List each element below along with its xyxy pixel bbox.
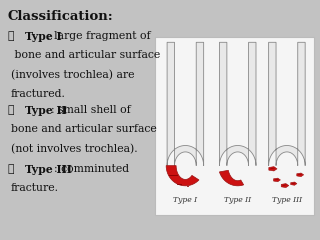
Text: fractured.: fractured. (11, 89, 66, 99)
Text: Type II: Type II (25, 105, 67, 116)
Polygon shape (297, 173, 304, 177)
Text: : large fragment of: : large fragment of (47, 31, 151, 41)
Text: fracture.: fracture. (11, 183, 59, 193)
Text: Type I: Type I (173, 196, 197, 204)
Text: bone and articular surface: bone and articular surface (11, 50, 160, 60)
Text: Type III: Type III (25, 164, 72, 175)
Text: Classification:: Classification: (8, 10, 114, 23)
Polygon shape (220, 42, 256, 166)
Text: Type III: Type III (272, 196, 302, 204)
Text: ❖: ❖ (8, 105, 14, 114)
Text: (involves trochlea) are: (involves trochlea) are (11, 70, 134, 80)
Polygon shape (220, 170, 244, 186)
Polygon shape (291, 182, 297, 185)
Text: (not involves trochlea).: (not involves trochlea). (11, 144, 138, 154)
Text: ❖: ❖ (8, 31, 14, 41)
Polygon shape (281, 184, 289, 188)
Text: bone and articular surface: bone and articular surface (11, 124, 157, 134)
Text: ❖: ❖ (8, 164, 14, 174)
Text: : comminuted: : comminuted (54, 164, 130, 174)
Text: : small shell of: : small shell of (51, 105, 131, 114)
Text: Type I: Type I (25, 31, 62, 42)
Polygon shape (166, 166, 199, 186)
FancyBboxPatch shape (155, 37, 314, 215)
Polygon shape (268, 42, 305, 166)
Polygon shape (274, 178, 280, 182)
Polygon shape (269, 167, 277, 171)
Text: Type II: Type II (224, 196, 251, 204)
Polygon shape (167, 42, 204, 166)
